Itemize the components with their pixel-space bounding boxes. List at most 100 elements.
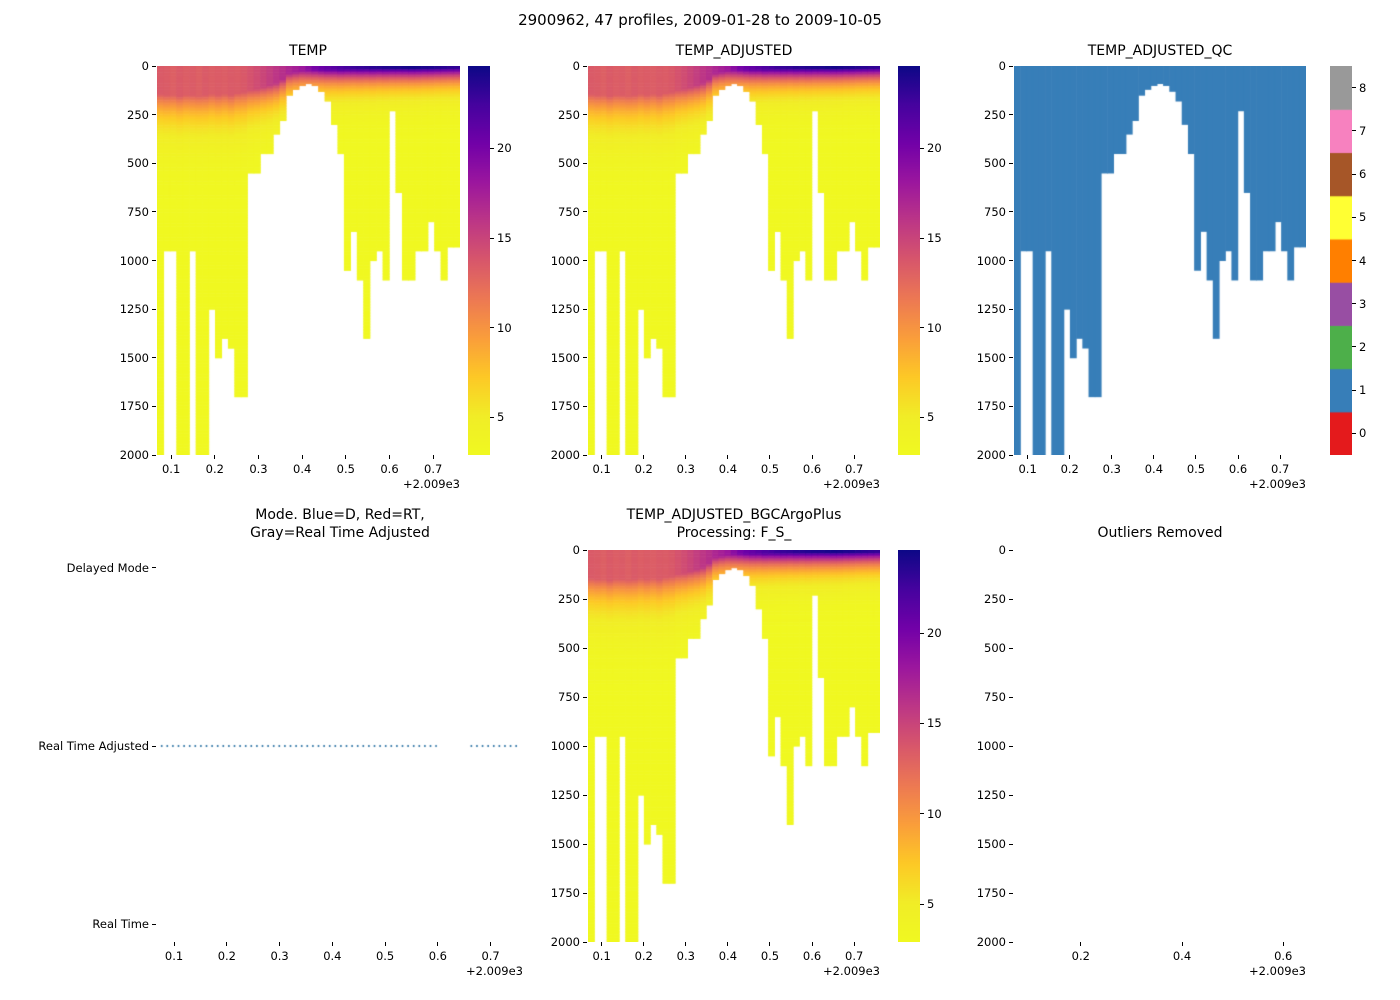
colorbar-tick-mark (490, 327, 494, 329)
colorbar-tick-mark (920, 722, 924, 724)
qc-x-offset-label: +2.009e3 (1249, 477, 1306, 491)
y-tick-label: 750 (558, 204, 580, 219)
bgc-title-line1: TEMP_ADJUSTED_BGCArgoPlus (626, 507, 842, 523)
colorbar-tick-label: 15 (497, 231, 512, 246)
x-tick-mark (173, 942, 175, 946)
x-tick-label: 0.6 (1274, 949, 1293, 963)
x-tick-mark (437, 942, 439, 946)
y-tick-mark (1009, 794, 1013, 796)
x-tick-mark (1080, 942, 1082, 946)
temp-adjusted-qc-heatmap-canvas (1014, 66, 1306, 455)
y-tick-mark (1009, 745, 1013, 747)
y-tick-mark (152, 923, 156, 925)
y-tick-mark (152, 357, 156, 359)
x-tick-label: 0.4 (718, 462, 738, 476)
x-tick-label: 0.2 (634, 462, 653, 476)
temp-axes (157, 66, 460, 455)
y-tick-label: 1500 (550, 350, 580, 365)
outliers-x-offset-label: +2.009e3 (1249, 964, 1306, 978)
y-tick-mark (152, 260, 156, 261)
x-tick-label: 0.2 (205, 462, 224, 476)
x-tick-mark (432, 455, 434, 459)
y-tick-mark (1009, 696, 1013, 698)
y-tick-label: 500 (984, 641, 1006, 655)
x-tick-mark (601, 942, 603, 946)
colorbar-tick-mark (490, 416, 494, 418)
x-tick-mark (279, 942, 281, 946)
x-tick-mark (490, 942, 492, 946)
y-tick-mark (1009, 843, 1013, 845)
colorbar-tick-label: 20 (497, 141, 512, 156)
mode-axes (157, 550, 523, 942)
y-tick-label: 1750 (550, 399, 580, 414)
x-tick-mark (643, 455, 645, 459)
y-tick-mark (152, 745, 156, 747)
y-tick-label: 250 (127, 107, 149, 122)
outliers-axes (1014, 550, 1306, 942)
y-tick-label: 1750 (119, 399, 149, 414)
x-tick-mark (601, 455, 603, 459)
x-tick-label: 0.1 (161, 462, 181, 476)
x-tick-label: 0.3 (1102, 462, 1121, 476)
y-tick-mark (583, 260, 587, 261)
x-tick-mark (1111, 455, 1113, 459)
colorbar-tick-mark (920, 327, 924, 329)
figure-title: 2900962, 47 profiles, 2009-01-28 to 2009… (518, 11, 882, 29)
x-tick-label: 0.1 (592, 462, 611, 476)
colorbar-tick-label: 5 (927, 897, 935, 912)
y-tick-mark (152, 454, 156, 456)
temp-adjusted-title: TEMP_ADJUSTED (675, 43, 793, 59)
x-tick-label: 0.6 (380, 462, 399, 476)
y-tick-mark (1009, 598, 1013, 600)
x-tick-label: 0.5 (336, 462, 355, 476)
x-tick-mark (170, 455, 172, 459)
y-tick-label: 2000 (119, 448, 149, 462)
y-tick-mark (152, 308, 156, 310)
y-tick-mark (1009, 65, 1013, 67)
colorbar-tick-label: 10 (927, 806, 942, 821)
y-tick-label: 750 (127, 204, 149, 219)
qc-colorbar-canvas (1330, 66, 1352, 455)
x-tick-label: 0.4 (293, 462, 312, 476)
bgc-colorbar-canvas (898, 550, 920, 942)
x-tick-mark (727, 942, 729, 946)
colorbar-tick-mark (920, 416, 924, 418)
x-tick-mark (301, 455, 303, 459)
y-tick-mark (583, 211, 587, 213)
y-tick-mark (1009, 162, 1013, 164)
x-tick-mark (384, 942, 386, 946)
colorbar-tick-mark (920, 813, 924, 815)
colorbar-tick-label: 15 (927, 231, 942, 246)
colorbar-tick-label: 3 (1359, 296, 1367, 311)
y-tick-label: 1500 (976, 837, 1006, 851)
y-tick-label: 1000 (119, 253, 149, 268)
temp-adjusted-colorbar (898, 66, 920, 455)
y-tick-label: 1250 (976, 788, 1006, 802)
x-tick-label: 0.7 (481, 949, 500, 963)
x-tick-mark (389, 455, 390, 459)
x-tick-label: 0.6 (1228, 462, 1248, 476)
colorbar-tick-mark (1352, 389, 1356, 391)
colorbar-tick-mark (1352, 432, 1356, 434)
y-tick-mark (1009, 308, 1013, 310)
colorbar-tick-label: 1 (1359, 383, 1367, 398)
y-tick-mark (1009, 941, 1013, 943)
mode-title-line1: Mode. Blue=D, Red=RT, (255, 507, 425, 523)
y-tick-label: 0 (572, 543, 580, 557)
y-tick-mark (583, 745, 587, 747)
y-tick-label: 1750 (976, 399, 1006, 414)
y-tick-mark (152, 567, 156, 569)
colorbar-tick-mark (1352, 303, 1356, 305)
y-tick-label: 1000 (550, 739, 580, 753)
x-tick-mark (643, 942, 645, 946)
colorbar-tick-mark (1352, 346, 1356, 348)
x-tick-mark (1181, 942, 1183, 946)
x-tick-label: 0.6 (802, 949, 822, 963)
x-tick-mark (1069, 455, 1071, 459)
x-tick-mark (1195, 455, 1197, 459)
y-tick-mark (1009, 454, 1013, 456)
x-tick-label: 0.5 (375, 949, 395, 963)
y-tick-mark (152, 211, 156, 213)
colorbar-tick-mark (1352, 216, 1356, 218)
